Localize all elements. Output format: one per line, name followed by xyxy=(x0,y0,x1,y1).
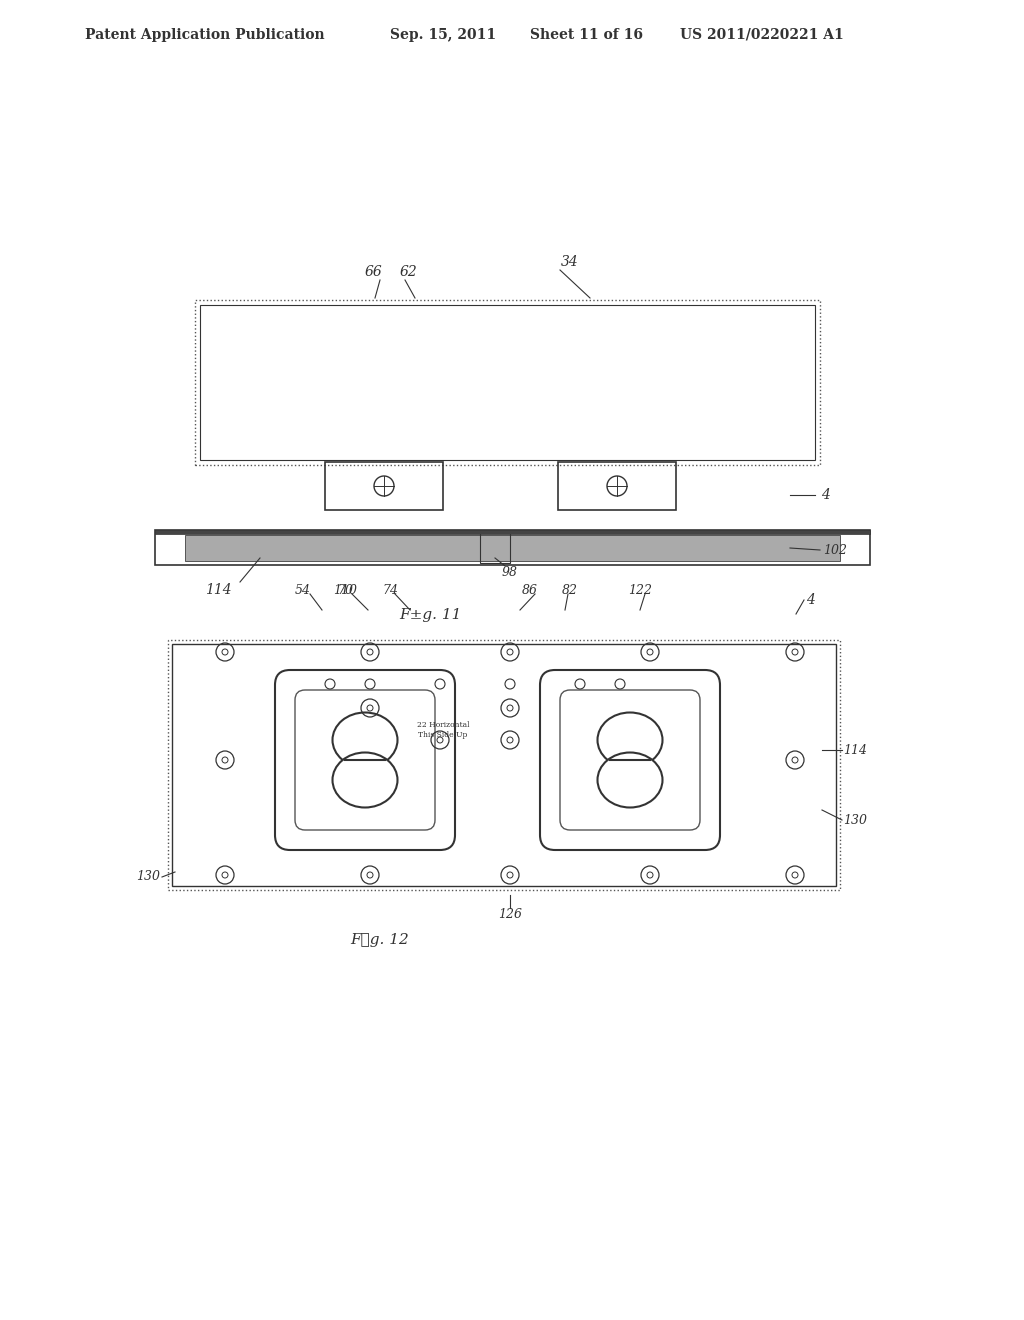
Text: 110: 110 xyxy=(333,583,357,597)
Bar xyxy=(480,533,510,564)
Bar xyxy=(155,531,870,535)
Bar xyxy=(172,644,836,886)
Bar xyxy=(185,535,840,561)
Bar xyxy=(325,462,443,510)
Bar xyxy=(168,640,840,890)
Text: 4: 4 xyxy=(820,488,829,502)
FancyBboxPatch shape xyxy=(295,690,435,830)
Bar xyxy=(200,305,815,459)
Text: 102: 102 xyxy=(823,544,847,557)
Text: 86: 86 xyxy=(522,583,538,597)
Text: 98: 98 xyxy=(502,565,518,578)
Text: 4: 4 xyxy=(806,593,814,607)
Ellipse shape xyxy=(333,713,397,767)
Text: 66: 66 xyxy=(365,265,382,279)
Bar xyxy=(195,300,820,465)
Ellipse shape xyxy=(597,713,663,767)
FancyBboxPatch shape xyxy=(275,671,455,850)
Text: Patent Application Publication: Patent Application Publication xyxy=(85,28,325,42)
Text: 74: 74 xyxy=(382,583,398,597)
Text: 62: 62 xyxy=(399,265,417,279)
Text: 122: 122 xyxy=(628,583,652,597)
FancyBboxPatch shape xyxy=(540,671,720,850)
Text: US 2011/0220221 A1: US 2011/0220221 A1 xyxy=(680,28,844,42)
Text: 130: 130 xyxy=(843,813,867,826)
Text: 130: 130 xyxy=(136,870,160,883)
Text: 22 Horizontal
This Side Up: 22 Horizontal This Side Up xyxy=(417,722,469,739)
Text: 114: 114 xyxy=(205,583,231,597)
Text: 126: 126 xyxy=(498,908,522,921)
Text: 54: 54 xyxy=(295,583,311,597)
Text: Sheet 11 of 16: Sheet 11 of 16 xyxy=(530,28,643,42)
Bar xyxy=(558,462,676,510)
Text: Sep. 15, 2011: Sep. 15, 2011 xyxy=(390,28,496,42)
Text: 114: 114 xyxy=(843,743,867,756)
Text: 82: 82 xyxy=(562,583,578,597)
FancyBboxPatch shape xyxy=(560,690,700,830)
Text: 34: 34 xyxy=(561,255,579,269)
Text: Fⅉg. 12: Fⅉg. 12 xyxy=(350,933,410,946)
Bar xyxy=(155,531,870,565)
Text: 70: 70 xyxy=(337,583,353,597)
Text: F±g. 11: F±g. 11 xyxy=(398,609,461,622)
Ellipse shape xyxy=(597,752,663,808)
Ellipse shape xyxy=(333,752,397,808)
